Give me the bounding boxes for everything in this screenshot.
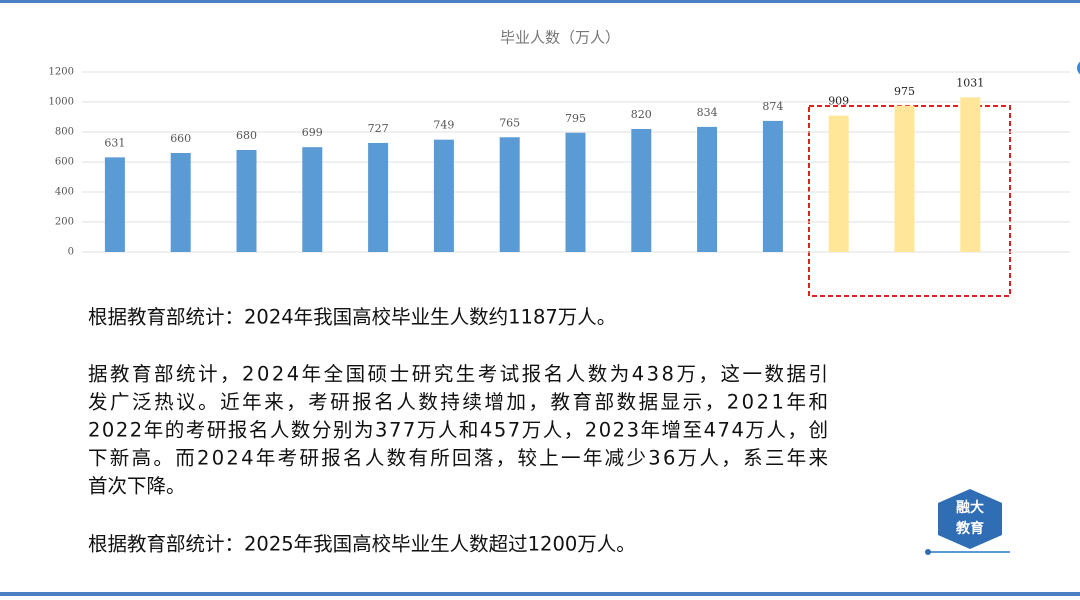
bar <box>368 142 389 252</box>
value-label: 765 <box>499 116 520 129</box>
bar <box>631 129 652 252</box>
y-tick-label: 1000 <box>49 97 74 108</box>
value-label: 631 <box>104 136 125 149</box>
logo-dot <box>925 549 931 555</box>
paragraph-line: 下新高。而2024年考研报名人数有所回落，较上一年减少36万人，系三年来 <box>88 447 828 470</box>
value-label: 834 <box>697 106 718 119</box>
paragraph-line: 据教育部统计，2024年全国硕士研究生考试报名人数为438万，这一数据引 <box>88 363 828 386</box>
bottom-border <box>0 592 1080 596</box>
logo-text: 融大 <box>956 499 984 516</box>
bar <box>104 157 125 252</box>
bar <box>697 126 718 252</box>
value-label: 1031 <box>956 76 984 89</box>
y-tick-label: 200 <box>55 217 74 228</box>
bar <box>894 105 915 252</box>
bar <box>433 139 454 252</box>
value-label: 874 <box>762 100 783 113</box>
paragraph-line: 2022年的考研报名人数分别为377万人和457万人，2023年增至474万人，… <box>88 419 828 442</box>
bar <box>170 153 191 252</box>
y-tick-label: 0 <box>68 247 74 258</box>
bar <box>828 115 849 253</box>
paragraph-line: 发广泛热议。近年来，考研报名人数持续增加，教育部数据显示，2021年和 <box>88 391 828 414</box>
bar <box>499 137 520 252</box>
paragraph-line: 根据教育部统计：2025年我国高校毕业生人数超过1200万人。 <box>88 533 636 556</box>
bar <box>236 150 257 252</box>
y-tick-label: 600 <box>55 157 74 168</box>
value-label: 660 <box>170 132 191 145</box>
bar <box>762 120 783 253</box>
bar <box>302 147 323 252</box>
chart-title: 毕业人数（万人） <box>500 29 620 47</box>
y-tick-label: 800 <box>55 127 74 138</box>
value-label: 680 <box>236 129 257 142</box>
y-tick-label: 1200 <box>49 67 74 78</box>
bar <box>565 132 586 252</box>
value-label: 749 <box>433 119 454 132</box>
value-label: 820 <box>631 108 652 121</box>
edge-dot <box>1077 61 1080 75</box>
value-label: 699 <box>302 126 323 139</box>
bar <box>960 97 981 252</box>
logo-hexagon <box>938 489 1002 549</box>
logo-text: 教育 <box>956 520 984 537</box>
value-label: 909 <box>828 95 849 108</box>
y-tick-label: 400 <box>55 187 74 198</box>
value-label: 975 <box>894 85 915 98</box>
value-label: 727 <box>368 122 389 135</box>
logo: 融大 教育 <box>925 489 1010 555</box>
top-border <box>0 0 1080 3</box>
value-label: 795 <box>565 112 586 125</box>
paragraph-line: 根据教育部统计：2024年我国高校毕业生人数约1187万人。 <box>88 306 616 329</box>
paragraph-line: 首次下降。 <box>88 475 186 498</box>
